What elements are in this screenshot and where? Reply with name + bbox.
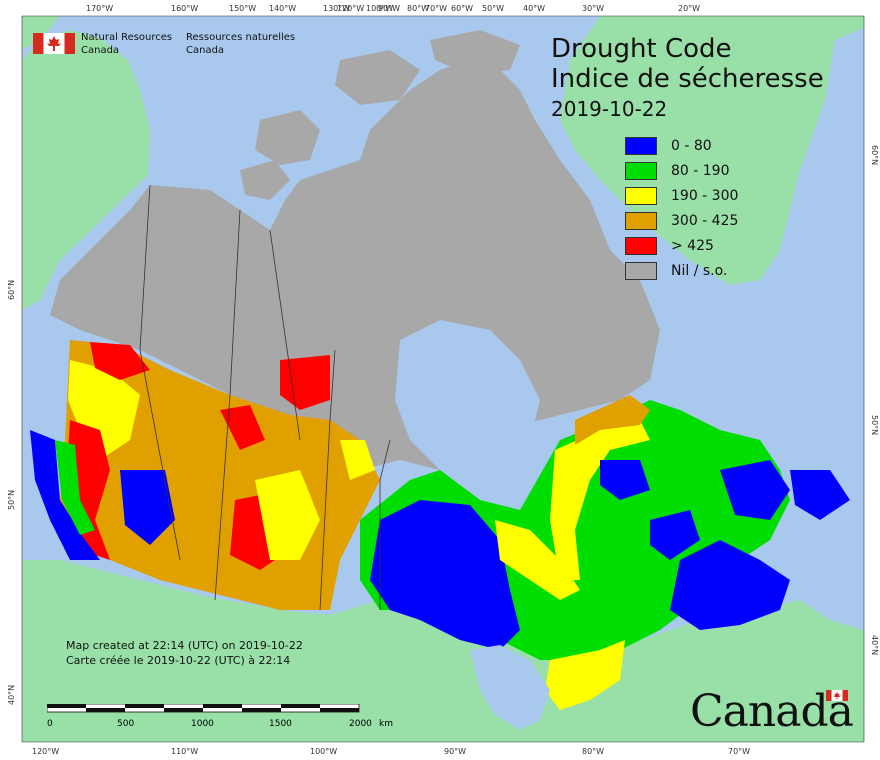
legend-swatch (625, 136, 657, 155)
legend: 0 - 80 80 - 190 190 - 300 300 - 425 > 42… (625, 133, 738, 283)
region-blue-bc-interior (120, 470, 175, 545)
province-boundaries (139, 184, 391, 611)
arctic-island-2 (335, 50, 420, 105)
map-date: 2019-10-22 (551, 97, 668, 121)
org-name-en: Natural Resources Canada (81, 31, 172, 57)
grid-label-top-11: 50°W (482, 4, 504, 13)
legend-label: 300 - 425 (671, 212, 739, 229)
grid-label-bottom-0: 120°W (32, 747, 59, 756)
legend-label: 0 - 80 (671, 137, 712, 154)
grid-label-top-9: 70°W (425, 4, 447, 13)
grid-label-left-2: 40°N (7, 685, 16, 705)
legend-label: 80 - 190 (671, 162, 730, 179)
legend-label: 190 - 300 (671, 187, 739, 204)
scale-tick-2000: 2000 (349, 719, 372, 729)
greenland-land (560, 16, 864, 285)
org-en-line2: Canada (81, 45, 120, 56)
region-yellow-quebec-band (495, 520, 580, 600)
scale-tick-1500: 1500 (269, 719, 292, 729)
credit-fr: Carte créée le 2019-10-22 (UTC) à 22:14 (66, 654, 291, 667)
org-en-line1: Natural Resources (81, 32, 173, 43)
region-yellow-prairie (255, 470, 320, 560)
region-orange-quebec (575, 395, 650, 445)
usa-land (22, 560, 864, 742)
credit-en: Map created at 22:14 (UTC) on 2019-10-22 (66, 639, 303, 652)
arctic-island-3 (430, 30, 520, 75)
legend-label: > 425 (671, 237, 714, 254)
great-lakes (470, 645, 550, 730)
map-credit: Map created at 22:14 (UTC) on 2019-10-22… (66, 638, 303, 668)
grid-label-bottom-3: 90°W (444, 747, 466, 756)
legend-swatch (625, 186, 657, 205)
legend-label: Nil / s.o. (671, 262, 728, 279)
legend-item: 0 - 80 (625, 133, 738, 158)
grid-label-right-0: 60°N (870, 145, 879, 165)
wordmark-flag-icon (826, 690, 848, 701)
grid-label-bottom-4: 80°W (582, 747, 604, 756)
grid-label-right-1: 50°N (870, 415, 879, 435)
legend-item: 190 - 300 (625, 183, 738, 208)
grid-label-top-8: 80°W (407, 4, 429, 13)
org-name-fr: Ressources naturelles Canada (186, 31, 295, 57)
grid-label-top-0: 170°W (86, 4, 113, 13)
region-green-bc (55, 440, 95, 535)
grid-label-left-1: 50°N (7, 490, 16, 510)
region-yellow-manitoba (340, 440, 375, 480)
alaska-land (22, 30, 150, 310)
legend-swatch (625, 211, 657, 230)
grid-label-top-2: 150°W (229, 4, 256, 13)
grid-label-top-7: 90°W (378, 4, 400, 13)
grid-label-top-5: 120°W (337, 4, 364, 13)
scale-tick-1000: 1000 (191, 719, 214, 729)
baffin-island (470, 170, 600, 300)
map-title-en: Drought Code (551, 34, 732, 64)
arctic-island-4 (240, 160, 290, 200)
region-yellow-south-ontario (545, 640, 625, 710)
grid-label-top-6: 100°W (366, 4, 393, 13)
grid-label-top-3: 140°W (269, 4, 296, 13)
region-blue-east-coast (720, 460, 790, 520)
legend-swatch (625, 236, 657, 255)
region-blue-quebec-2 (650, 510, 700, 560)
arctic-island-1 (255, 110, 320, 165)
scale-bar: 0 500 1000 1500 2000 km (47, 704, 393, 729)
region-yellow-quebec-north (550, 420, 650, 580)
region-blue-bc-coast (30, 430, 100, 560)
canada-flag-icon (33, 33, 75, 54)
legend-swatch (625, 261, 657, 280)
grid-label-top-13: 30°W (582, 4, 604, 13)
scale-unit: km (379, 719, 393, 729)
grid-label-bottom-5: 70°W (728, 747, 750, 756)
grid-label-top-10: 60°W (451, 4, 473, 13)
legend-swatch (625, 161, 657, 180)
scale-tick-500: 500 (117, 719, 134, 729)
hudson-bay (395, 320, 540, 480)
grid-label-top-4: 130°W (323, 4, 350, 13)
legend-item: > 425 (625, 233, 738, 258)
map-title-fr: Indice de sécheresse (551, 64, 824, 94)
scale-tick-0: 0 (47, 719, 53, 729)
grid-label-right-2: 40°N (870, 635, 879, 655)
region-red-central (220, 405, 265, 450)
region-blue-quebec-1 (600, 460, 650, 500)
region-blue-ontario (370, 500, 520, 650)
region-red-north (280, 355, 330, 410)
graticule-ticks (21, 15, 865, 743)
region-red-west-1 (90, 342, 150, 380)
legend-item: 80 - 190 (625, 158, 738, 183)
legend-item: 300 - 425 (625, 208, 738, 233)
region-blue-newfoundland (790, 470, 850, 520)
grid-label-top-14: 20°W (678, 4, 700, 13)
org-fr-line2: Canada (186, 45, 225, 56)
grid-label-bottom-2: 100°W (310, 747, 337, 756)
legend-item: Nil / s.o. (625, 258, 738, 283)
region-blue-maritime (670, 540, 790, 630)
grid-label-bottom-1: 110°W (171, 747, 198, 756)
grid-label-left-0: 60°N (7, 280, 16, 300)
grid-label-top-1: 160°W (171, 4, 198, 13)
grid-label-top-12: 40°W (523, 4, 545, 13)
org-fr-line1: Ressources naturelles (186, 32, 296, 43)
